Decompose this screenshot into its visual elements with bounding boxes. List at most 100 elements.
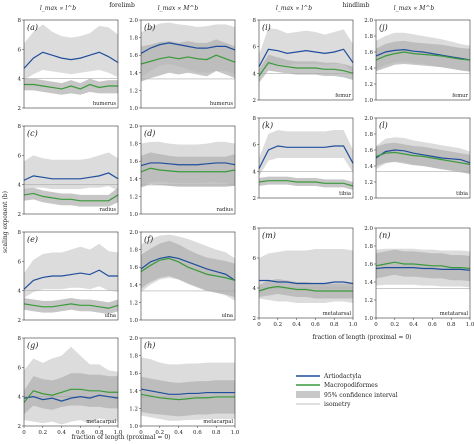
- y-tick-label-k: 6: [253, 143, 257, 149]
- ci-band-artiodactyla-k: [259, 130, 353, 177]
- panel-letter-j: (j): [379, 23, 388, 32]
- series-line-artiodactyla-g: [23, 394, 119, 402]
- y-tick-label-h: 1.2: [129, 406, 138, 412]
- panel-frame-e: [23, 231, 119, 321]
- y-tick-label-f: 1.2: [129, 300, 138, 306]
- ci-band-macropodiformes-m: [259, 279, 353, 299]
- y-tick-label-l: 1.0: [364, 196, 373, 202]
- panel-letter-i: (i): [262, 23, 271, 32]
- series-line-artiodactyla-f: [140, 256, 236, 281]
- bone-label-g: metacarpal: [86, 419, 116, 425]
- series-line-artiodactyla-c: [23, 172, 119, 181]
- y-tick-label-g: 6: [18, 365, 22, 371]
- panel-letter-c: (c): [27, 129, 38, 138]
- y-tick-label-j: 1.8: [364, 34, 373, 40]
- y-axis-title: scaling exponent (b): [2, 191, 9, 253]
- panel-d: 1.0 1.2 1.4 1.6 1.8 2.0 (d) radius: [129, 124, 236, 218]
- y-tick-label-b: 1.8: [129, 36, 138, 42]
- panel-letter-m: (m): [262, 231, 276, 240]
- x-tick-label-g: 0.6: [76, 430, 85, 436]
- series-line-artiodactyla-i: [258, 48, 354, 67]
- y-tick-label-j: 1.2: [364, 82, 373, 88]
- panel-frame-a: [23, 19, 119, 109]
- series-line-macropodiformes-b: [140, 54, 236, 65]
- series-line-artiodactyla-l: [375, 149, 471, 164]
- y-tick-label-d: 1.2: [129, 194, 138, 200]
- y-tick-label-h: 1.8: [129, 354, 138, 360]
- y-tick-label-f: 1.4: [129, 283, 138, 289]
- ci-band-macropodiformes-h: [141, 376, 235, 417]
- y-tick-label-k: 8: [253, 116, 257, 122]
- y-tick-label-f: 1.8: [129, 248, 138, 254]
- bone-label-l: tibia: [456, 191, 468, 197]
- series-line-artiodactyla-a: [23, 51, 119, 69]
- x-tick-label-n: 0: [374, 322, 378, 328]
- ci-band-macropodiformes-g: [24, 373, 118, 415]
- hindlimb-header: hindlimb: [343, 2, 370, 9]
- y-tick-label-d: 1.4: [129, 177, 138, 183]
- y-tick-label-k: 2: [253, 196, 257, 202]
- bone-label-m: metatarsal: [323, 311, 352, 317]
- ci-band-macropodiformes-d: [141, 152, 235, 188]
- series-line-macropodiformes-g: [23, 388, 118, 403]
- column-label-1: l_max ∝ l^b: [40, 5, 76, 12]
- panel-frame-j: [375, 19, 471, 101]
- bone-label-c: radius: [99, 207, 116, 213]
- panel-letter-d: (d): [144, 129, 155, 138]
- y-tick-label-f: 1.6: [129, 265, 138, 271]
- y-tick-label-m: 6: [253, 256, 257, 262]
- panel-frame-n: [375, 227, 471, 319]
- panel-letter-h: (h): [144, 341, 155, 350]
- x-tick-label-g: 1.0: [114, 430, 123, 436]
- y-tick-label-n: 1.2: [364, 298, 373, 304]
- x-tick-label-n: 0.8: [447, 322, 456, 328]
- panel-letter-f: (f): [144, 235, 153, 244]
- bone-label-n: metatarsal: [440, 311, 469, 317]
- panel-frame-m: [258, 227, 354, 319]
- panel-letter-e: (e): [27, 235, 38, 244]
- x-axis-title-left: fraction of length (proximal = 0): [72, 434, 171, 441]
- panel-n: 1.0 1.2 1.4 1.6 1.8 2.0 0 0.2 0.4 0.6 0.8 1.0 (n) met…: [364, 226, 474, 328]
- x-tick-label-h: 0: [139, 430, 143, 436]
- panel-letter-n: (n): [379, 231, 390, 240]
- y-tick-label-l: 1.8: [364, 132, 373, 138]
- x-tick-label-g: 0.2: [38, 430, 47, 436]
- y-tick-label-b: 1.2: [129, 88, 138, 94]
- y-tick-label-h: 1.6: [129, 371, 138, 377]
- y-tick-label-b: 2.0: [129, 18, 138, 24]
- column-label-3: l_max ∝ l^b: [276, 5, 312, 12]
- series-line-macropodiformes-m: [258, 285, 353, 292]
- series-line-artiodactyla-j: [375, 48, 471, 61]
- series-line-macropodiformes-d: [140, 167, 236, 173]
- series-line-macropodiformes-c: [23, 192, 119, 202]
- panel-letter-l: (l): [379, 121, 388, 130]
- bone-label-b: humerus: [210, 101, 233, 107]
- series-line-macropodiformes-e: [23, 303, 119, 309]
- panel-frame-c: [23, 125, 119, 215]
- panel-letter-g: (g): [27, 341, 38, 350]
- x-tick-label-n: 1.0: [466, 322, 474, 328]
- panel-frame-h: [140, 337, 236, 427]
- y-tick-label-j: 2.0: [364, 18, 373, 24]
- y-tick-label-a: 8: [18, 18, 22, 24]
- panel-m: 2 4 6 8 0 0.2 0.4 0.6 0.8 1.0 (m) metatarsal: [253, 226, 358, 328]
- ci-band-macropodiformes-i: [259, 54, 353, 83]
- series-line-artiodactyla-e: [23, 269, 118, 290]
- x-tick-label-h: 0.6: [193, 430, 202, 436]
- y-tick-label-n: 1.6: [364, 262, 373, 268]
- y-tick-label-i: 2: [253, 98, 257, 104]
- panel-frame-g: [23, 337, 119, 427]
- x-tick-label-m: 0.6: [311, 322, 320, 328]
- legend-label-ci: 95% confidence interval: [324, 392, 398, 399]
- y-tick-label-n: 2.0: [364, 226, 373, 232]
- x-tick-label-h: 0.8: [212, 430, 221, 436]
- y-tick-label-d: 2.0: [129, 124, 138, 130]
- y-tick-label-j: 1.4: [364, 66, 373, 72]
- y-tick-label-m: 2: [253, 316, 257, 322]
- panel-a: 2 4 6 8 (a) humerus: [18, 18, 119, 112]
- y-tick-label-n: 1.4: [364, 280, 373, 286]
- y-tick-label-c: 2: [18, 212, 22, 218]
- x-tick-label-h: 0.2: [155, 430, 164, 436]
- y-tick-label-b: 1.6: [129, 53, 138, 59]
- y-tick-label-a: 6: [18, 47, 22, 53]
